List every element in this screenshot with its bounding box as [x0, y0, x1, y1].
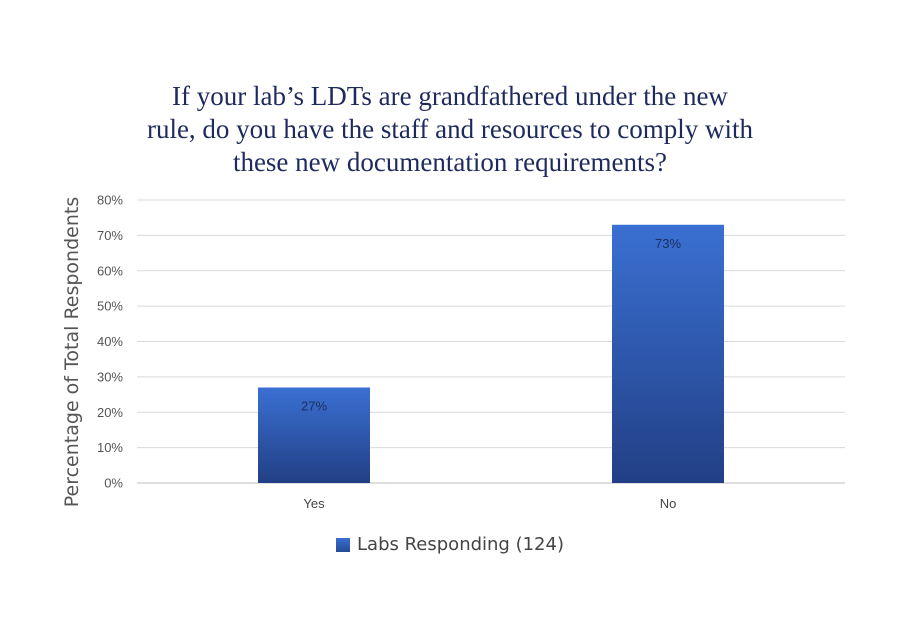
chart-title-line-3: these new documentation requirements? [232, 147, 668, 177]
legend-swatch [336, 537, 351, 552]
chart-title: If your lab’s LDTs are grandfathered und… [100, 80, 800, 179]
data-label-no: 73% [655, 236, 681, 251]
legend-label: Labs Responding (124) [357, 534, 564, 555]
chart-title-line-1: If your lab’s LDTs are grandfathered und… [172, 81, 728, 111]
grid-lines [137, 199, 845, 484]
legend: Labs Responding (124) [0, 534, 900, 555]
y-tick-label: 80% [97, 193, 123, 208]
y-tick-label: 60% [97, 263, 123, 278]
data-labels: 27% 73% [301, 236, 681, 414]
y-tick-label: 40% [97, 334, 123, 349]
y-tick-label: 70% [97, 228, 123, 243]
bars [258, 224, 724, 483]
y-tick-label: 0% [104, 476, 123, 491]
y-tick-label: 20% [97, 405, 123, 420]
bar-no [612, 224, 724, 483]
x-tick-label-no: No [660, 496, 677, 511]
data-label-yes: 27% [301, 398, 327, 413]
y-tick-labels: 0% 10% 20% 30% 40% 50% 60% 70% 80% [97, 193, 123, 491]
x-tick-label-yes: Yes [303, 496, 325, 511]
y-tick-label: 10% [97, 440, 123, 455]
y-tick-label: 30% [97, 369, 123, 384]
y-tick-label: 50% [97, 299, 123, 314]
chart-title-line-2: rule, do you have the staff and resource… [146, 114, 754, 144]
x-tick-labels: Yes No [303, 496, 676, 511]
bar-yes [258, 387, 370, 483]
